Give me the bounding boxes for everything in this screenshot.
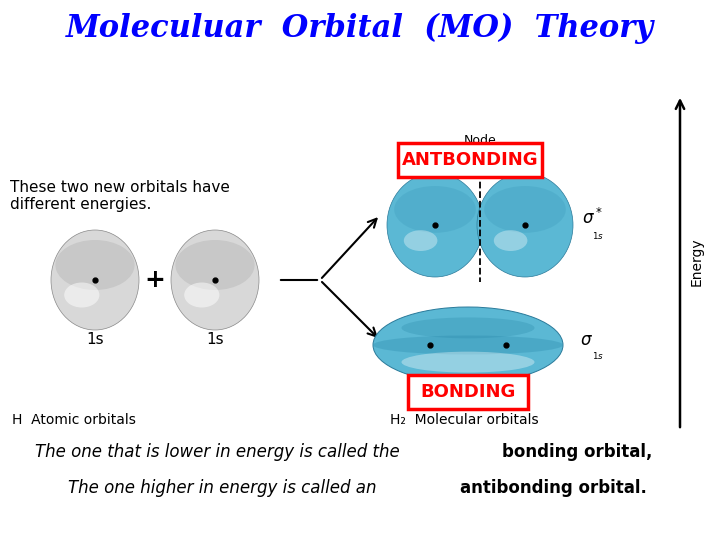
Ellipse shape: [184, 282, 220, 307]
Text: BONDING: BONDING: [420, 383, 516, 401]
Text: H  Atomic orbitals: H Atomic orbitals: [12, 413, 136, 427]
Text: antibonding orbital.: antibonding orbital.: [460, 479, 647, 497]
Ellipse shape: [373, 335, 563, 354]
Text: bonding orbital,: bonding orbital,: [502, 443, 652, 461]
Ellipse shape: [404, 230, 438, 251]
Text: $\sigma^*$: $\sigma^*$: [582, 208, 603, 228]
Ellipse shape: [395, 186, 476, 233]
Ellipse shape: [494, 230, 528, 251]
Text: $_{1s}$: $_{1s}$: [592, 349, 604, 362]
Ellipse shape: [484, 186, 566, 233]
Text: Energy: Energy: [690, 238, 704, 286]
Text: The one that is lower in energy is called the: The one that is lower in energy is calle…: [35, 443, 405, 461]
Text: different energies.: different energies.: [10, 198, 151, 213]
Text: 1s: 1s: [86, 333, 104, 348]
Ellipse shape: [477, 173, 573, 277]
Text: Node: Node: [464, 134, 496, 147]
Text: ANTBONDING: ANTBONDING: [402, 151, 539, 169]
FancyBboxPatch shape: [398, 143, 542, 177]
Ellipse shape: [51, 230, 139, 330]
Text: H₂  Molecular orbitals: H₂ Molecular orbitals: [390, 413, 539, 427]
Ellipse shape: [171, 230, 259, 330]
FancyBboxPatch shape: [408, 375, 528, 409]
Text: Moleculuar  Orbital  (MO)  Theory: Moleculuar Orbital (MO) Theory: [66, 12, 654, 44]
Text: $_{1s}$: $_{1s}$: [592, 228, 604, 241]
Text: $\sigma$: $\sigma$: [580, 331, 593, 349]
Text: +: +: [145, 268, 166, 292]
Text: 1s: 1s: [206, 333, 224, 348]
Ellipse shape: [373, 307, 563, 383]
Ellipse shape: [402, 318, 534, 339]
Ellipse shape: [55, 240, 135, 290]
Ellipse shape: [402, 352, 534, 373]
Text: The one higher in energy is called an: The one higher in energy is called an: [68, 479, 382, 497]
Ellipse shape: [387, 173, 483, 277]
Text: These two new orbitals have: These two new orbitals have: [10, 180, 230, 195]
Ellipse shape: [64, 282, 99, 307]
Ellipse shape: [176, 240, 255, 290]
